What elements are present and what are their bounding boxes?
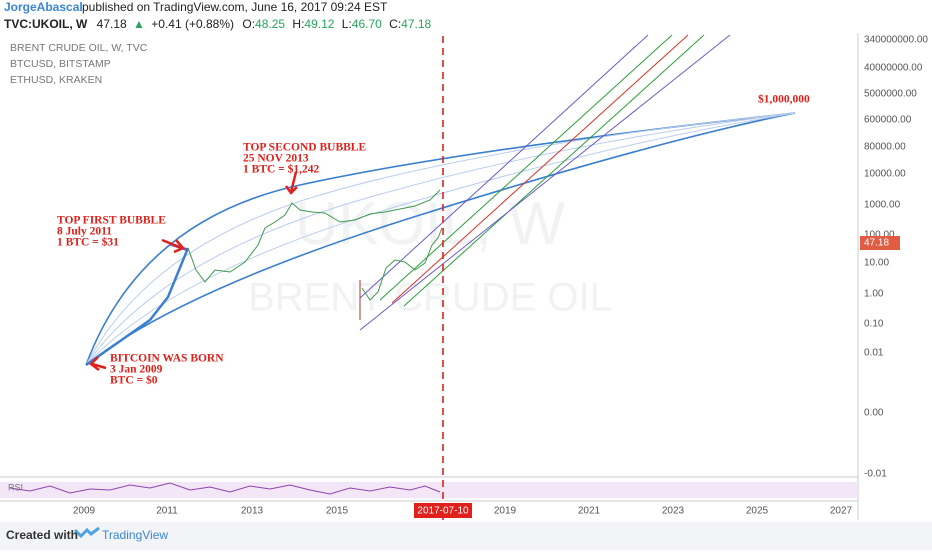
price-tick-label: -0.01 bbox=[864, 469, 887, 480]
low: 46.70 bbox=[352, 17, 382, 31]
up-icon: ▲ bbox=[133, 17, 145, 31]
time-tick-label: 2021 bbox=[578, 506, 601, 517]
high-label: H: bbox=[292, 17, 304, 31]
published: published on TradingView.com, June 16, 2… bbox=[82, 0, 388, 14]
eth-price bbox=[361, 227, 443, 301]
time-tick-label: 2027 bbox=[830, 506, 853, 517]
price: 47.18 bbox=[97, 17, 127, 31]
annotation: TOP SECOND BUBBLE bbox=[243, 142, 366, 154]
price-tick-label: 80000.00 bbox=[864, 142, 906, 153]
annotation: 1 BTC = $1,242 bbox=[243, 163, 319, 176]
price-badge-bg bbox=[860, 236, 900, 250]
time-tick-label: 2009 bbox=[73, 506, 96, 517]
price-tick-label: 0.00 bbox=[864, 408, 884, 419]
arrow bbox=[284, 171, 298, 195]
price-tick-label: 1000.00 bbox=[864, 200, 901, 211]
btc-early bbox=[85, 247, 190, 367]
time-badge-bg bbox=[414, 503, 472, 518]
author[interactable]: JorgeAbascal bbox=[4, 0, 83, 14]
arrow bbox=[89, 356, 107, 371]
fan-line bbox=[85, 112, 796, 366]
legend-entry: ETHUSD, KRAKEN bbox=[10, 74, 102, 86]
price-tick-label: 5000000.00 bbox=[864, 89, 917, 100]
symbol: TVC:UKOIL, W bbox=[4, 17, 88, 31]
brand-logo bbox=[73, 526, 100, 539]
channel-line bbox=[403, 34, 705, 307]
low-label: L: bbox=[342, 17, 352, 31]
channel-line bbox=[391, 34, 689, 304]
price-tick-label: 1.00 bbox=[864, 289, 884, 300]
price-tick-label: 600000.00 bbox=[864, 115, 912, 126]
channel-line bbox=[359, 34, 649, 299]
channel-line bbox=[359, 34, 731, 331]
channel-line bbox=[379, 34, 673, 301]
brand[interactable]: TradingView bbox=[102, 528, 168, 542]
fan-line bbox=[85, 112, 796, 366]
rsi-line bbox=[9, 482, 441, 495]
annotation: BTC = $0 bbox=[110, 374, 158, 387]
fan-line bbox=[85, 112, 796, 366]
close: 47.18 bbox=[401, 17, 431, 31]
btc-price bbox=[187, 189, 441, 283]
time-tick-label: 2019 bbox=[494, 506, 517, 517]
annotation: 3 Jan 2009 bbox=[110, 364, 163, 376]
rsi-band bbox=[0, 482, 858, 498]
fan-inner bbox=[85, 112, 796, 366]
high: 49.12 bbox=[304, 17, 334, 31]
price-tick-label: 10000.00 bbox=[864, 169, 906, 180]
legend-entry: BRENT CRUDE OIL, W, TVC bbox=[10, 42, 148, 54]
legend-entry: BTCUSD, BITSTAMP bbox=[10, 58, 111, 70]
price-tick-label: 40000000.00 bbox=[864, 63, 923, 74]
time-tick-label: 2023 bbox=[662, 506, 685, 517]
time-tick-label: 2013 bbox=[241, 506, 264, 517]
created-with: Created with bbox=[6, 528, 78, 542]
time-tick-label: 2025 bbox=[746, 506, 769, 517]
close-label: C: bbox=[389, 17, 401, 31]
change: +0.41 (+0.88%) bbox=[151, 17, 234, 31]
time-tick-label: 2011 bbox=[156, 506, 178, 517]
annotation: 25 NOV 2013 bbox=[243, 153, 309, 165]
symbol-bar: TVC:UKOIL, W 47.18 ▲ +0.41 (+0.88%) O:48… bbox=[4, 17, 432, 31]
footer-bar bbox=[0, 522, 932, 550]
annotation: TOP FIRST BUBBLE bbox=[57, 215, 166, 227]
price-tick-label: 0.10 bbox=[864, 319, 884, 330]
annotation: $1,000,000 bbox=[758, 93, 810, 106]
rsi-label: RSI bbox=[8, 482, 23, 492]
open-label: O: bbox=[242, 17, 255, 31]
fan-outer bbox=[85, 112, 796, 366]
annotation: 8 July 2011 bbox=[57, 226, 112, 238]
time-badge: 2017-07-10 bbox=[417, 506, 469, 517]
open: 48.25 bbox=[255, 17, 285, 31]
price-badge: 47.18 bbox=[864, 238, 889, 249]
annotation: BITCOIN WAS BORN bbox=[110, 353, 224, 365]
arrow bbox=[161, 238, 186, 254]
price-tick-label: 100.00 bbox=[864, 230, 895, 241]
price-tick-label: 340000000.00 bbox=[864, 35, 928, 46]
time-tick-label: 2015 bbox=[326, 506, 349, 517]
price-tick-label: 10.00 bbox=[864, 258, 889, 269]
annotation: 1 BTC = $31 bbox=[57, 236, 119, 249]
price-tick-label: 0.01 bbox=[864, 348, 884, 359]
